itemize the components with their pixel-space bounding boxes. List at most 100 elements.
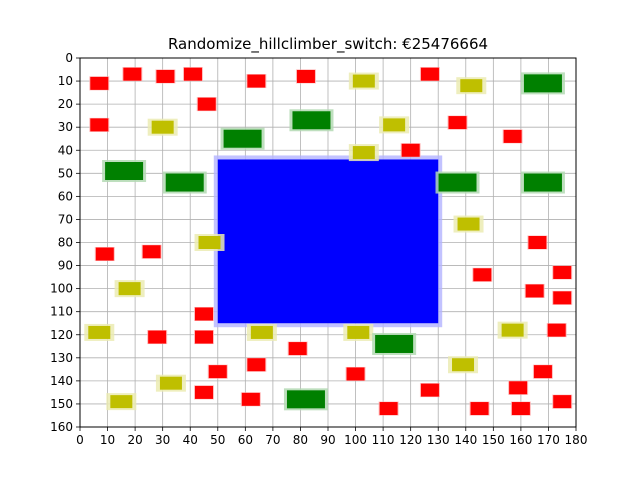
red-square	[503, 129, 522, 143]
red-square	[448, 116, 467, 130]
yellow-square	[352, 146, 375, 160]
red-square	[195, 330, 213, 344]
x-tick-label: 100	[344, 433, 367, 447]
y-tick-label: 20	[58, 97, 73, 111]
red-square	[90, 76, 109, 90]
red-square	[195, 385, 213, 399]
x-tick-label: 170	[537, 433, 560, 447]
green-square	[438, 173, 477, 192]
blue-block	[217, 159, 439, 324]
yellow-square	[118, 282, 141, 296]
red-square	[525, 284, 544, 298]
yellow-square	[460, 79, 483, 93]
red-square	[197, 97, 216, 111]
y-tick-label: 60	[58, 189, 73, 203]
x-tick-label: 130	[427, 433, 450, 447]
red-square	[247, 74, 266, 88]
y-tick-label: 150	[50, 397, 73, 411]
y-tick-label: 50	[58, 166, 73, 180]
green-square	[286, 390, 325, 409]
red-square	[547, 323, 566, 337]
red-square	[553, 395, 572, 409]
x-tick-label: 150	[482, 433, 505, 447]
red-square	[288, 342, 307, 356]
red-square	[528, 236, 547, 249]
yellow-square	[347, 325, 370, 339]
red-square	[511, 402, 530, 416]
red-square	[553, 291, 572, 305]
green-square	[105, 162, 144, 181]
y-tick-label: 10	[58, 74, 73, 88]
x-tick-label: 70	[265, 433, 280, 447]
yellow-square	[110, 395, 133, 409]
red-square	[90, 118, 109, 132]
yellow-square	[198, 236, 221, 249]
green-square	[375, 334, 414, 353]
yellow-square	[250, 325, 273, 339]
x-tick-label: 140	[454, 433, 477, 447]
y-tick-label: 160	[50, 420, 73, 434]
game-pieces	[84, 67, 573, 416]
y-tick-label: 80	[58, 236, 73, 250]
red-square	[379, 402, 398, 416]
green-square	[223, 129, 262, 148]
red-square	[420, 383, 439, 397]
x-tick-label: 20	[127, 433, 142, 447]
green-square	[523, 173, 562, 192]
x-tick-label: 50	[210, 433, 225, 447]
red-square	[95, 247, 114, 261]
red-square	[420, 67, 439, 81]
y-tick-label: 30	[58, 120, 73, 134]
y-tick-label: 90	[58, 259, 73, 273]
green-square	[523, 74, 562, 93]
yellow-square	[452, 358, 475, 372]
y-tick-label: 100	[50, 282, 73, 296]
yellow-square	[159, 376, 182, 390]
x-tick-label: 10	[100, 433, 115, 447]
yellow-square	[383, 118, 406, 132]
red-square	[247, 358, 266, 372]
x-tick-label: 0	[76, 433, 84, 447]
red-square	[533, 365, 552, 379]
x-tick-label: 40	[183, 433, 198, 447]
plot-title: Randomize_hillclimber_switch: €25476664	[168, 35, 488, 54]
green-square	[165, 173, 204, 192]
y-tick-label: 120	[50, 328, 73, 342]
red-square	[509, 381, 528, 395]
red-square	[553, 265, 572, 279]
y-tick-label: 40	[58, 143, 73, 157]
x-tick-label: 80	[293, 433, 308, 447]
yellow-square	[501, 323, 524, 337]
red-square	[473, 268, 492, 282]
red-square	[148, 330, 167, 344]
y-tick-label: 70	[58, 212, 73, 226]
y-tick-label: 110	[50, 305, 73, 319]
x-tick-label: 60	[238, 433, 253, 447]
x-axis-ticks: 0 10 20 30 40 50 60 70 80 90 100 110 120 130 140 150 160…	[76, 427, 587, 447]
x-tick-label: 30	[155, 433, 170, 447]
yellow-square	[88, 325, 111, 339]
red-square	[195, 307, 213, 321]
red-square	[183, 67, 202, 81]
red-square	[241, 392, 260, 406]
x-tick-label: 90	[320, 433, 335, 447]
yellow-square	[457, 217, 480, 231]
x-tick-label: 160	[509, 433, 532, 447]
y-axis-ticks: 0 10 20 30 40 50 60 70 80 90 100 110 120 130 140 150 160	[50, 51, 80, 434]
red-square	[142, 245, 161, 259]
red-square	[156, 69, 175, 83]
red-square	[296, 69, 315, 83]
red-square	[123, 67, 142, 81]
yellow-square	[151, 120, 174, 134]
x-tick-label: 180	[565, 433, 588, 447]
y-tick-label: 130	[50, 351, 73, 365]
red-square	[470, 402, 489, 416]
red-square	[401, 143, 420, 157]
yellow-square	[352, 74, 375, 88]
x-tick-label: 120	[399, 433, 422, 447]
y-tick-label: 0	[65, 51, 73, 65]
x-tick-label: 110	[372, 433, 395, 447]
green-square	[292, 111, 331, 130]
y-tick-label: 140	[50, 374, 73, 388]
